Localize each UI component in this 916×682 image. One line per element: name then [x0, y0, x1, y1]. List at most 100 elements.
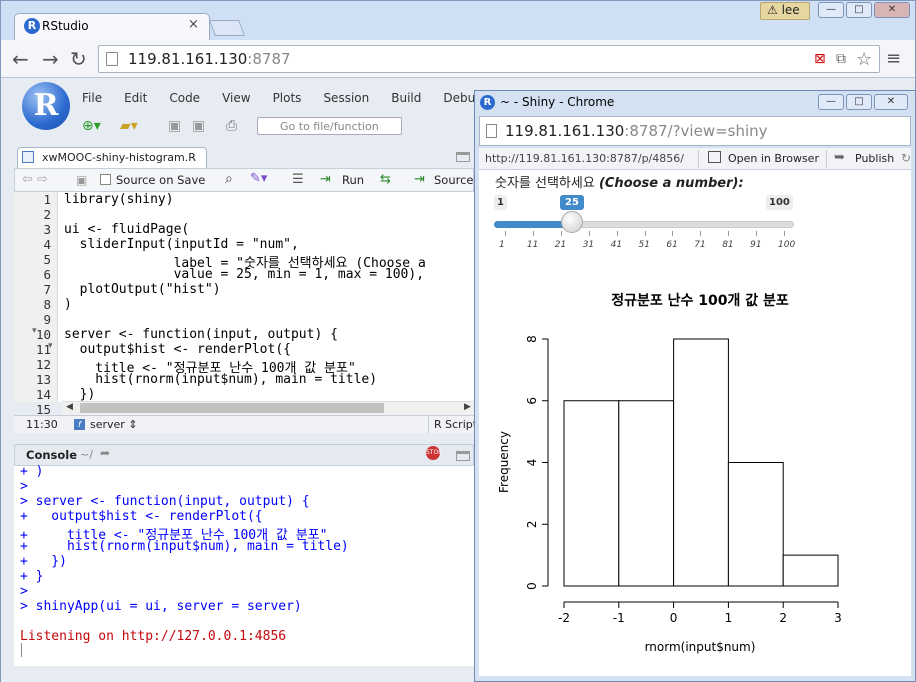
go-to-directory-icon[interactable]: ➦	[100, 446, 111, 460]
save-icon[interactable]: ▣	[168, 118, 182, 134]
minimize-button[interactable]: —	[818, 2, 844, 18]
back-arrow-icon[interactable]: ←	[12, 47, 29, 71]
code-line: library(shiny)	[64, 192, 174, 207]
shiny-minimize-button[interactable]: —	[818, 94, 844, 110]
editor-tab[interactable]: xwMOOC-shiny-histogram.R ×	[17, 147, 207, 177]
save-all-icon[interactable]: ▣	[192, 118, 206, 134]
stop-icon[interactable]: STOP	[426, 446, 442, 460]
print-icon[interactable]: ⎙	[226, 118, 238, 134]
code-line: output$hist <- renderPlot({	[64, 342, 291, 357]
console-line: > shinyApp(ui = ui, server = server)	[20, 599, 302, 614]
x-tick-label: 1	[725, 611, 733, 625]
user-name: lee	[781, 3, 800, 17]
shiny-close-button[interactable]: ✕	[874, 94, 908, 110]
shiny-r-icon: R	[480, 95, 495, 110]
code-editor[interactable]	[14, 192, 474, 402]
plot-layer: -2 -1 0 1 2 3 0 2 4 6 8	[525, 335, 842, 625]
r-file-icon	[22, 151, 34, 163]
close-window-button[interactable]: ✕	[874, 2, 910, 18]
line-number: 15	[35, 402, 51, 417]
line-number: 3	[43, 222, 51, 237]
fold-icon[interactable]: ▾	[32, 326, 37, 336]
console-line-listening: Listening on http://127.0.0.1:4856	[20, 629, 287, 644]
code-line: )	[64, 297, 72, 312]
slider-tick-mark	[532, 231, 534, 236]
console-minimize-icon[interactable]	[456, 451, 470, 461]
translate-icon[interactable]: ⧉	[836, 51, 846, 67]
code-tools-icon[interactable]: ✎▾	[250, 171, 268, 186]
menu-view[interactable]: View	[222, 91, 251, 105]
code-line: server <- function(input, output) {	[64, 327, 338, 342]
source-button[interactable]: Source	[434, 173, 474, 187]
file-type-selector[interactable]: R Script	[434, 418, 474, 431]
tab-title: RStudio	[42, 19, 89, 33]
search-icon[interactable]: ⌕	[225, 171, 233, 187]
scope-selector[interactable]: server ⇕	[90, 418, 138, 431]
maximize-button[interactable]: □	[846, 2, 872, 18]
console-cursor	[21, 643, 22, 657]
console-line: + title <- "정규분포 난수 100개 값 분포"	[20, 528, 328, 543]
new-tab-button[interactable]	[209, 20, 245, 36]
forward-arrow-icon[interactable]: →	[42, 47, 59, 71]
run-button[interactable]: Run	[342, 173, 365, 187]
bookmark-star-icon[interactable]: ☆	[856, 49, 873, 70]
slider-max-badge: 100	[766, 195, 793, 210]
menu-session[interactable]: Session	[323, 91, 370, 105]
user-badge[interactable]: ⚠ lee	[760, 2, 810, 20]
new-file-icon[interactable]: ⊕▾	[82, 118, 101, 134]
menu-build[interactable]: Build	[391, 91, 422, 105]
publish-button[interactable]: Publish	[855, 152, 895, 165]
shiny-window-title: ~ - Shiny - Chrome	[500, 95, 615, 109]
slider-fill	[494, 221, 572, 228]
slider-value-badge: 25	[560, 195, 584, 210]
console-line: >	[20, 479, 28, 494]
console-title[interactable]: Console	[26, 448, 78, 462]
divider	[826, 150, 827, 168]
open-in-browser-button[interactable]: Open in Browser	[728, 152, 819, 165]
menu-icon[interactable]: ≡	[886, 48, 902, 69]
rstudio-favicon: R	[24, 18, 40, 34]
line-number: 5	[43, 252, 51, 267]
source-on-save-checkbox[interactable]	[100, 174, 111, 185]
line-number: 6	[43, 267, 51, 282]
minimize-pane-icon[interactable]	[456, 152, 470, 162]
r-logo-icon: R	[22, 82, 70, 130]
divider	[428, 415, 429, 433]
run-icon[interactable]: ⇥	[320, 172, 331, 187]
scroll-left-icon[interactable]: ◀	[66, 402, 73, 412]
menu-code[interactable]: Code	[169, 91, 201, 105]
slider-tick-mark	[784, 231, 785, 236]
slider-tick-label: 21	[554, 240, 567, 250]
menu-edit[interactable]: Edit	[124, 91, 148, 105]
viewer-url: http://119.81.161.130:8787/p/4856/	[485, 152, 684, 165]
editor-hscroll-thumb[interactable]	[80, 403, 384, 413]
refresh-icon[interactable]: ↻	[901, 151, 912, 165]
shiny-maximize-button[interactable]: □	[846, 94, 872, 110]
goto-file-input[interactable]: Go to file/function	[257, 117, 402, 135]
slider-tick-mark	[728, 231, 730, 236]
menu-debug[interactable]: Debug	[443, 91, 483, 105]
x-tick-label: -1	[613, 611, 625, 625]
tab-close-icon[interactable]: ×	[188, 17, 199, 32]
menu-file[interactable]: File	[82, 91, 103, 105]
menu-plots[interactable]: Plots	[272, 91, 302, 105]
slider-tick-mark	[700, 231, 702, 236]
cursor-position: 11:30	[26, 418, 58, 431]
reload-icon[interactable]: ↻	[70, 47, 87, 71]
shiny-address-bar[interactable]	[479, 116, 911, 146]
rerun-icon[interactable]: ⇆	[380, 172, 391, 187]
slider-handle[interactable]	[561, 211, 583, 233]
back-nav-icon[interactable]: ⇦ ⇨	[22, 172, 48, 187]
outline-icon[interactable]: ☰	[292, 172, 304, 187]
editor-save-icon[interactable]: ▣	[76, 173, 88, 187]
fold-icon[interactable]: ▾	[48, 341, 53, 351]
scroll-right-icon[interactable]: ▶	[464, 402, 471, 412]
divider	[698, 150, 699, 168]
histogram-bar	[618, 400, 675, 587]
browser-tab-rstudio[interactable]	[14, 13, 210, 40]
blocked-popup-icon[interactable]: ⊠	[814, 51, 826, 67]
open-folder-icon[interactable]: ▰▾	[120, 118, 138, 134]
address-bar[interactable]	[98, 45, 880, 73]
source-icon[interactable]: ⇥	[414, 172, 425, 187]
console-output[interactable]	[14, 466, 474, 666]
